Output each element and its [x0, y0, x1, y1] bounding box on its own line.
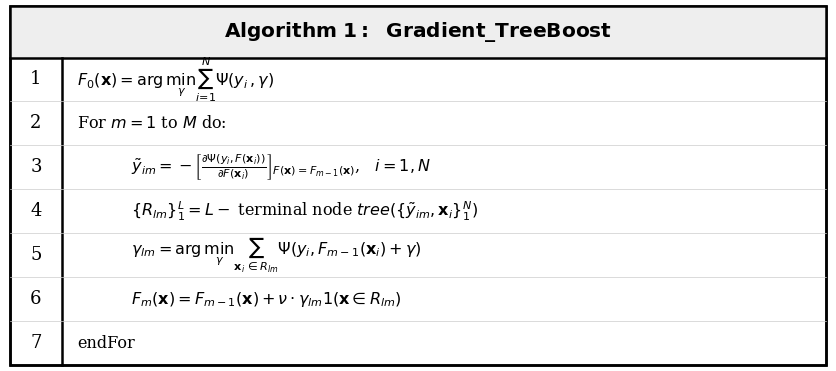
Text: 5: 5 — [30, 246, 42, 265]
Text: $\tilde{y}_{im} = -\left[\frac{\partial \Psi(y_i, F(\mathbf{x}_i))}{\partial F(\: $\tilde{y}_{im} = -\left[\frac{\partial … — [131, 153, 431, 182]
Text: 7: 7 — [30, 334, 42, 352]
Text: For $m = 1$ to $M$ do:: For $m = 1$ to $M$ do: — [77, 115, 227, 132]
Text: $\{R_{lm}\}_1^L = L -$ terminal node $\mathit{tree}(\{\tilde{y}_{im}, \mathbf{x}: $\{R_{lm}\}_1^L = L -$ terminal node $\m… — [131, 200, 478, 223]
Text: 4: 4 — [30, 203, 42, 220]
Text: $F_0(\mathbf{x}) = \arg\min_{\gamma} \sum_{i=1}^{N} \Psi\left(y_i, \gamma\right): $F_0(\mathbf{x}) = \arg\min_{\gamma} \su… — [77, 55, 274, 104]
Text: $\mathbf{Algorithm\ 1:\ \ Gradient\_TreeBoost}$: $\mathbf{Algorithm\ 1:\ \ Gradient\_Tree… — [224, 20, 612, 43]
Text: $\gamma_{lm} = \arg\min_{\gamma} \sum_{\mathbf{x}_i \in R_{lm}} \Psi\left(y_i, F: $\gamma_{lm} = \arg\min_{\gamma} \sum_{\… — [131, 236, 422, 275]
Text: 3: 3 — [30, 158, 42, 177]
Text: endFor: endFor — [77, 335, 135, 352]
Text: 1: 1 — [30, 70, 42, 89]
Text: 2: 2 — [30, 115, 42, 132]
Bar — [10, 6, 826, 58]
Text: $F_m(\mathbf{x}) = F_{m-1}(\mathbf{x}) + \nu \cdot \gamma_{lm} 1(\mathbf{x} \in : $F_m(\mathbf{x}) = F_{m-1}(\mathbf{x}) +… — [131, 290, 402, 309]
Text: 6: 6 — [30, 290, 42, 308]
